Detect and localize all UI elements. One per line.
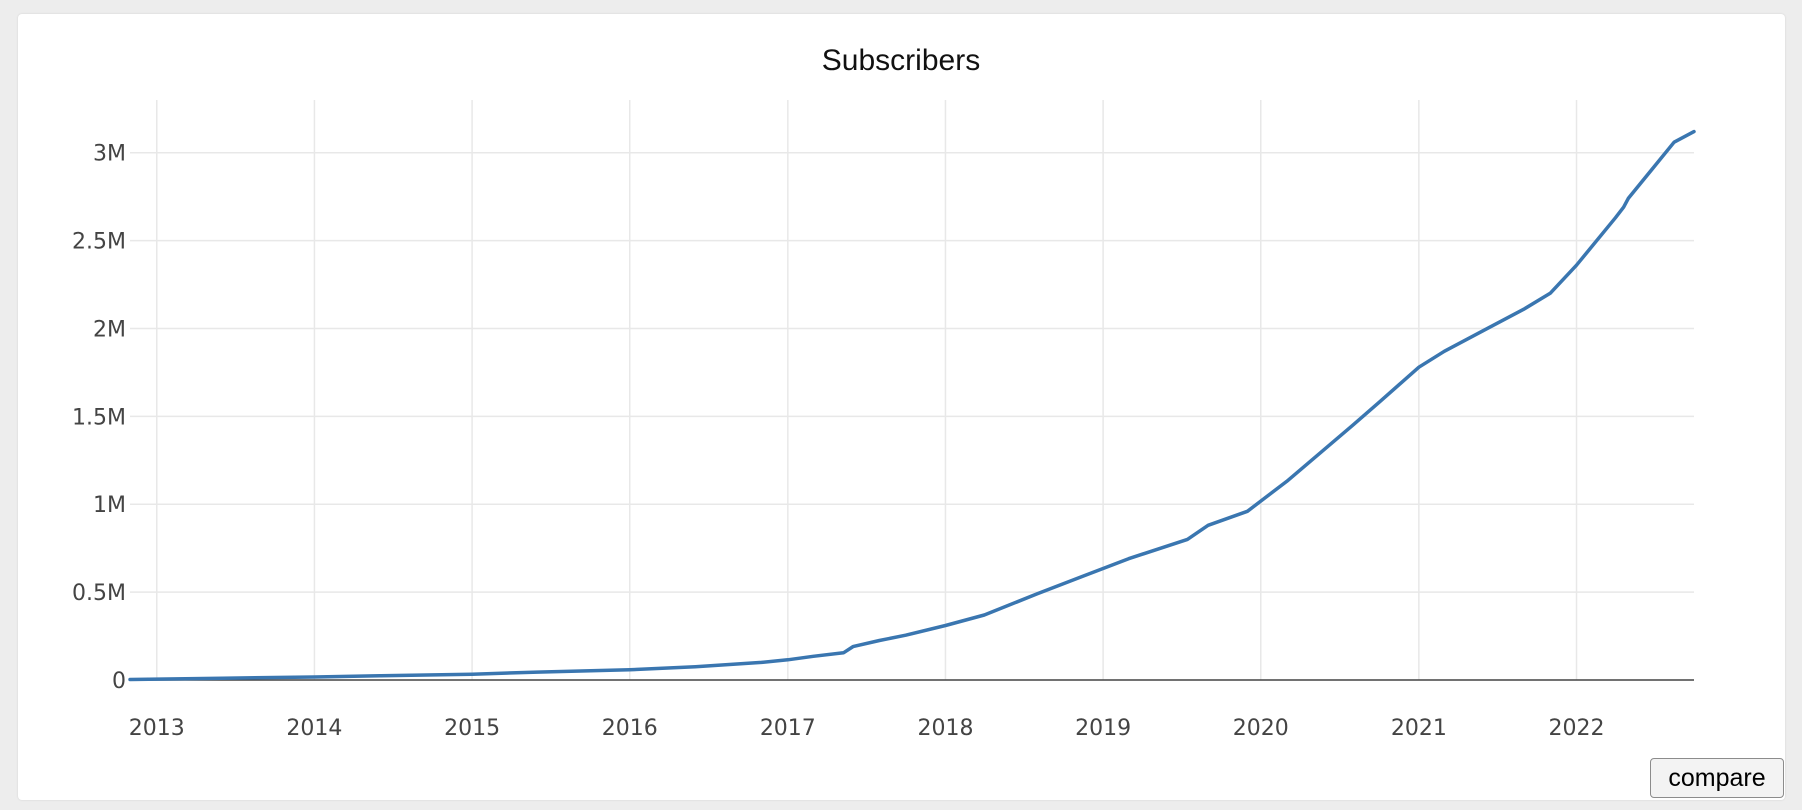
x-tick-label: 2015 bbox=[444, 716, 500, 741]
y-tick-label: 3M bbox=[93, 142, 126, 167]
y-tick-label: 1M bbox=[93, 493, 126, 518]
x-tick-label: 2013 bbox=[129, 716, 185, 741]
y-tick-label: 2M bbox=[93, 317, 126, 342]
x-tick-label: 2020 bbox=[1233, 716, 1289, 741]
x-tick-label: 2022 bbox=[1549, 716, 1605, 741]
x-tick-label: 2018 bbox=[917, 716, 973, 741]
x-tick-label: 2017 bbox=[760, 716, 816, 741]
x-tick-label: 2014 bbox=[286, 716, 342, 741]
compare-button[interactable]: compare bbox=[1650, 758, 1784, 798]
x-tick-label: 2021 bbox=[1391, 716, 1447, 741]
x-tick-label: 2016 bbox=[602, 716, 658, 741]
y-tick-label: 1.5M bbox=[72, 405, 126, 430]
subscribers-series-line bbox=[128, 129, 1696, 682]
y-tick-label: 0 bbox=[112, 669, 126, 694]
chart-title: Subscribers bbox=[821, 44, 981, 77]
x-tick-label: 2019 bbox=[1075, 716, 1131, 741]
chart-card bbox=[18, 14, 1785, 800]
y-tick-label: 2.5M bbox=[72, 230, 126, 255]
y-tick-label: 0.5M bbox=[72, 581, 126, 606]
